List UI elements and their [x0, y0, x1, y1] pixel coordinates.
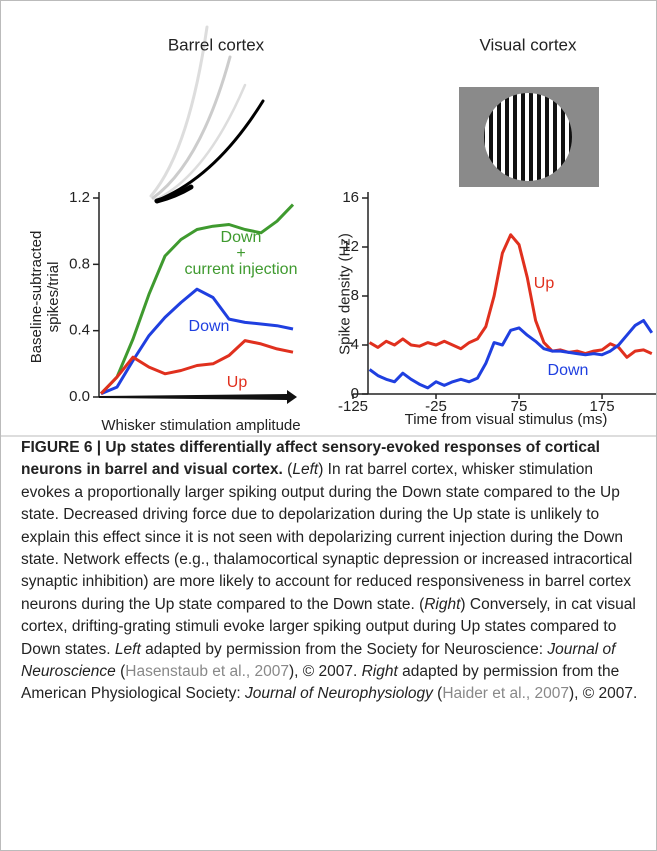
- caption-link: Haider et al., 2007: [442, 685, 569, 703]
- x-tick-label: -125: [338, 398, 368, 415]
- caption-normal: adapted by permission from the American …: [21, 663, 620, 703]
- whisker-illustration: [149, 25, 265, 204]
- panel-title: Barrel cortex: [168, 35, 265, 54]
- caption-italic: Left: [114, 640, 141, 658]
- caption-normal: ) In rat barrel cortex, whisker stimulat…: [21, 461, 633, 613]
- y-axis-label: Baseline-subtracted spikes/trial: [28, 230, 62, 364]
- x-tick-label: 75: [511, 398, 528, 415]
- caption-italic: Right: [361, 663, 398, 681]
- figure-panels: Barrel cortex Whisker stimulation amplitu…: [1, 25, 656, 437]
- series-line: [368, 319, 654, 390]
- x-tick-label: -25: [425, 398, 447, 415]
- y-tick-label: 0.4: [69, 322, 90, 339]
- caption-normal: (: [282, 461, 293, 479]
- series-label: Down: [188, 318, 230, 335]
- x-axis-label: Time from visual stimulus (ms): [405, 411, 608, 428]
- series-label: Up: [533, 275, 555, 292]
- series-line: [99, 203, 295, 395]
- caption-normal: (: [432, 685, 443, 703]
- y-axis-label: Spike density (Hz): [336, 233, 354, 355]
- caption-bold: FIGURE 6 | Up states differentially affe…: [21, 439, 600, 479]
- caption-normal: ), © 2007.: [288, 663, 362, 681]
- grating-stimulus: [459, 87, 599, 187]
- x-axis-arrow: [99, 390, 297, 404]
- series-label: Down + current injection: [184, 229, 298, 278]
- caption-italic: Right: [424, 595, 461, 613]
- panel-title: Visual cortex: [479, 35, 577, 54]
- series-line: [99, 339, 294, 395]
- series-line: [100, 287, 294, 396]
- y-tick-label: 1.2: [69, 189, 90, 206]
- y-tick-label: 16: [342, 189, 359, 206]
- caption-italic: Left: [292, 461, 319, 479]
- x-axis-label: Whisker stimulation amplitude: [101, 417, 300, 434]
- caption-italic: Journal of Neurophysiology: [245, 685, 433, 703]
- y-tick-label: 4: [351, 336, 359, 353]
- caption-link: Hasenstaub et al., 2007: [125, 663, 289, 681]
- y-tick-label: 12: [342, 238, 359, 255]
- caption-normal: adapted by permission from the Society f…: [140, 640, 548, 658]
- y-tick-label: 8: [351, 287, 359, 304]
- series-line: [368, 233, 653, 359]
- caption-normal: (: [115, 663, 126, 681]
- series-label: Down: [547, 362, 589, 379]
- y-tick-label: 0.8: [69, 255, 90, 272]
- caption-normal: ), © 2007.: [568, 685, 638, 703]
- caption-italic: Journal of Neuroscience: [21, 640, 616, 681]
- series-label: Up: [226, 374, 248, 391]
- y-tick-label: 0.0: [69, 388, 90, 405]
- caption: FIGURE 6 | Up states differentially affe…: [21, 437, 643, 706]
- caption-normal: ) Conversely, in cat visual cortex, drif…: [21, 595, 636, 658]
- x-tick-label: 175: [590, 398, 615, 415]
